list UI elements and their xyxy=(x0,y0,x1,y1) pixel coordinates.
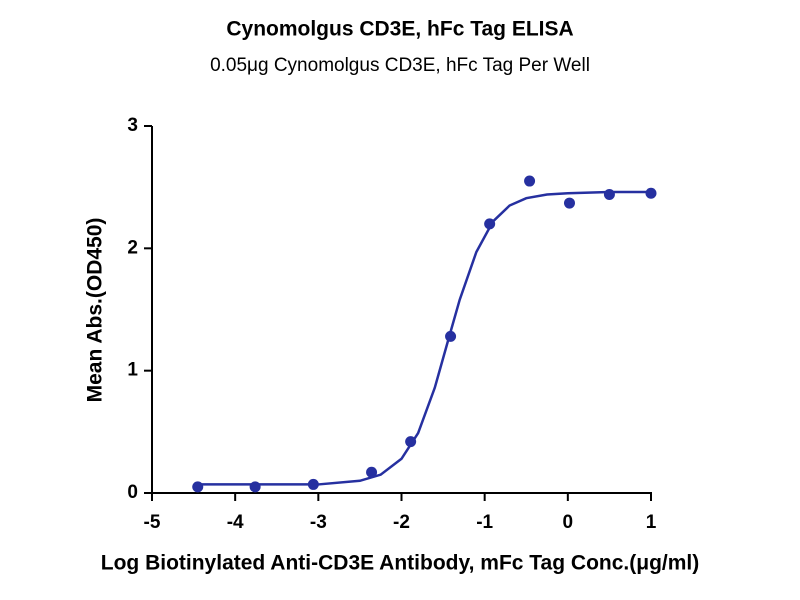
data-point xyxy=(445,330,457,342)
x-axis-label: Log Biotinylated Anti-CD3E Antibody, mFc… xyxy=(101,552,700,575)
data-point xyxy=(563,197,575,209)
fit-curve xyxy=(197,190,651,486)
chart-subtitle: 0.05μg Cynomolgus CD3E, hFc Tag Per Well xyxy=(210,55,590,76)
x-tick-label: -5 xyxy=(144,512,161,533)
data-point xyxy=(366,466,378,478)
data-point xyxy=(249,481,261,493)
x-tick-label: -4 xyxy=(227,512,244,533)
data-point xyxy=(603,189,615,201)
data-point xyxy=(405,436,417,448)
chart-title: Cynomolgus CD3E, hFc Tag ELISA xyxy=(226,18,573,41)
x-tick-label: 0 xyxy=(563,512,574,533)
y-axis-label: Mean Abs.(OD450) xyxy=(84,218,107,403)
x-tick-label: -2 xyxy=(393,512,410,533)
y-tick-label: 0 xyxy=(127,482,138,503)
y-tick-label: 2 xyxy=(127,237,138,258)
x-tick-label: 1 xyxy=(646,512,657,533)
data-point xyxy=(484,218,496,230)
y-tick-label: 3 xyxy=(127,115,138,136)
data-point xyxy=(192,481,204,493)
y-tick-label: 1 xyxy=(127,360,138,381)
x-tick-label: -1 xyxy=(476,512,493,533)
data-point xyxy=(645,187,657,199)
x-tick-label: -3 xyxy=(310,512,327,533)
data-point xyxy=(307,478,319,490)
data-point xyxy=(524,175,536,187)
